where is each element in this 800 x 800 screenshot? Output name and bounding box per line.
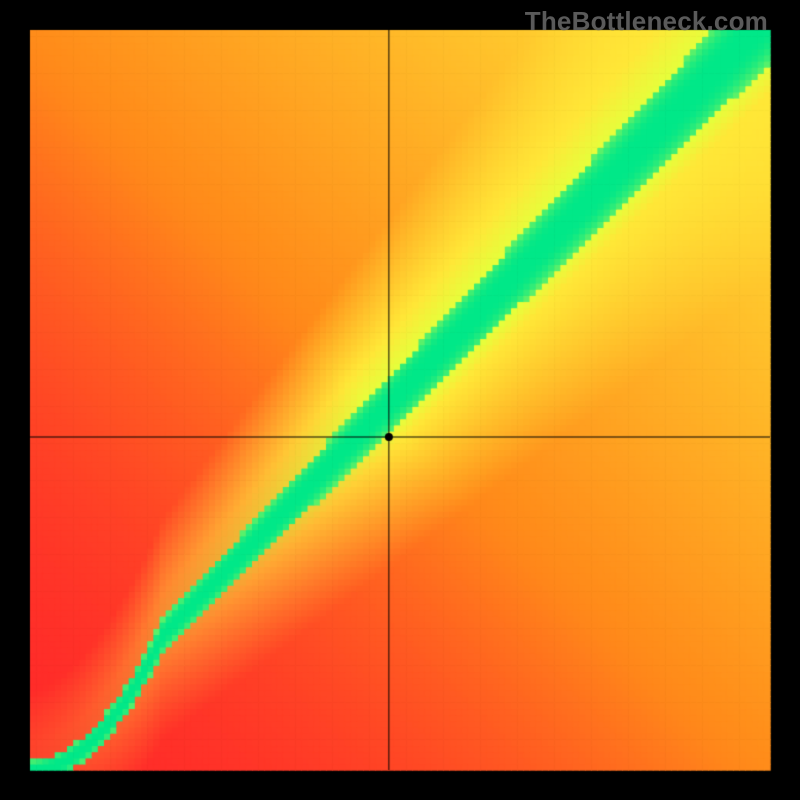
heatmap-canvas — [0, 0, 800, 800]
bottleneck-chart: TheBottleneck.com — [0, 0, 800, 800]
watermark-text: TheBottleneck.com — [525, 6, 768, 37]
